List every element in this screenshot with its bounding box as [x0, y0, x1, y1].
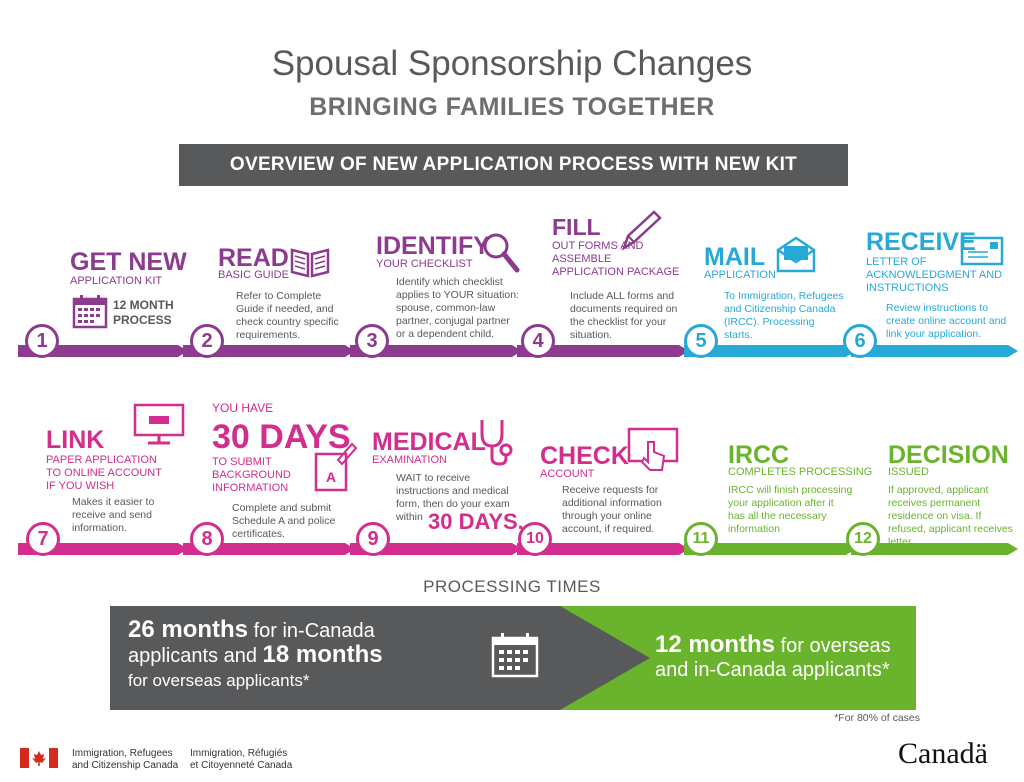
touchscreen-icon — [627, 427, 679, 471]
stethoscope-icon — [480, 420, 513, 466]
step-8-number: 8 — [190, 522, 224, 556]
step-8-pre: YOU HAVE — [212, 401, 274, 415]
document-icon: A — [314, 442, 358, 492]
step-4-desc: Include ALL forms and documents required… — [570, 290, 678, 341]
timeline-arrow-row-2 — [18, 543, 1018, 555]
step-6-title: RECEIVE — [866, 228, 976, 256]
envelope-icon — [776, 236, 816, 273]
step-12-title: DECISION — [888, 441, 1009, 469]
department-name-en: Immigration, Refugees and Citizenship Ca… — [72, 748, 178, 772]
step-2-desc: Refer to Complete Guide if needed, and c… — [236, 290, 339, 341]
svg-text:A: A — [326, 469, 336, 485]
step-9-desc-emphasis: 30 DAYS. — [428, 509, 524, 534]
footnote: *For 80% of cases — [834, 712, 920, 724]
department-en-line-2: and Citizenship Canada — [72, 760, 179, 771]
page-title: Spousal Sponsorship Changes — [271, 44, 753, 83]
step-3-desc: Identify which checklist applies to YOUR… — [396, 276, 519, 340]
step-1-number: 1 — [25, 324, 59, 358]
step-8-subtitle: TO SUBMIT BACKGROUND INFORMATION — [212, 456, 291, 494]
step-10-desc: Receive requests for additional informat… — [562, 484, 662, 535]
step-2-title: READ — [218, 244, 289, 272]
step-11-title: IRCC — [728, 441, 790, 469]
step-2-subtitle: BASIC GUIDE — [218, 269, 289, 281]
step-10-number: 10 — [518, 522, 552, 556]
step-5-number: 5 — [684, 324, 718, 358]
processing-right-big: 12 months — [655, 631, 776, 658]
processing-left-big-2: 18 months — [262, 641, 383, 668]
department-name-fr: Immigration, Réfugiés et Citoyenneté Can… — [190, 748, 292, 772]
step-5-desc: To Immigration, Refugees and Citizenship… — [724, 290, 844, 341]
timeline-arrow-row-1 — [18, 345, 1018, 357]
step-7-title: LINK — [46, 426, 105, 454]
step-3-title: IDENTIFY — [376, 232, 490, 260]
step-7-number: 7 — [26, 522, 60, 556]
step-1-desc: 12 MONTH PROCESS — [113, 298, 174, 327]
step-5-subtitle: APPLICATION — [704, 269, 776, 281]
section-banner: OVERVIEW OF NEW APPLICATION PROCESS WITH… — [179, 144, 848, 186]
magnifier-icon — [483, 233, 520, 273]
step-12-subtitle: ISSUED — [888, 466, 929, 478]
department-fr-line-2: et Citoyenneté Canada — [190, 760, 293, 771]
step-10-subtitle: ACCOUNT — [540, 468, 595, 480]
step-9-number: 9 — [356, 522, 390, 556]
step-11-desc: IRCC will finish processing your applica… — [728, 484, 853, 535]
calendar-icon — [72, 295, 108, 329]
step-5-title: MAIL — [704, 243, 766, 271]
processing-right-text: 12 months for overseas and in-Canada app… — [655, 633, 905, 682]
step-6-desc: Review instructions to create online acc… — [886, 302, 1007, 340]
step-4-subtitle: OUT FORMS AND ASSEMBLE APPLICATION PACKA… — [552, 240, 680, 278]
step-3-subtitle: YOUR CHECKLIST — [376, 258, 473, 270]
step-8-desc: Complete and submit Schedule A and polic… — [232, 502, 336, 540]
processing-times-title: PROCESSING TIMES — [423, 577, 601, 596]
page-subtitle: BRINGING FAMILIES TOGETHER — [309, 93, 715, 121]
step-2-number: 2 — [190, 324, 224, 358]
processing-left-big-1: 26 months — [128, 616, 249, 643]
processing-left-text: 26 months for in-Canada applicants and 1… — [128, 618, 458, 693]
step-6-subtitle: LETTER OF ACKNOWLEDGMENT AND INSTRUCTION… — [866, 256, 1003, 294]
processing-right-mid: for overseas and in-Canada applicants* — [655, 635, 891, 681]
step-8-title: 30 DAYS — [212, 418, 351, 456]
letter-icon — [960, 236, 1004, 266]
step-3-number: 3 — [355, 324, 389, 358]
step-9-title: MEDICAL — [372, 428, 486, 456]
step-9-desc: WAIT to receive instructions and medical… — [396, 472, 510, 523]
step-4-title: FILL — [552, 214, 601, 240]
step-1-subtitle: APPLICATION KIT — [70, 275, 163, 287]
step-10-title: CHECK — [540, 442, 629, 470]
step-1-title: GET NEW — [70, 248, 187, 276]
step-12-desc: If approved, applicant receives permanen… — [888, 484, 1013, 548]
step-7-desc: Makes it easier to receive and send info… — [72, 496, 155, 534]
calendar-icon — [491, 633, 539, 678]
department-en-line-1: Immigration, Refugees — [72, 748, 173, 759]
processing-left-end: for overseas applicants* — [128, 671, 310, 690]
step-4-number: 4 — [521, 324, 555, 358]
step-11-subtitle: COMPLETES PROCESSING — [728, 466, 873, 478]
book-icon — [290, 248, 330, 278]
pencil-icon — [621, 210, 662, 251]
processing-left-mid: for in-Canada applicants and — [128, 620, 375, 667]
step-12-number: 12 — [846, 522, 880, 556]
step-7-subtitle: PAPER APPLICATION TO ONLINE ACCOUNT IF Y… — [46, 454, 162, 492]
canada-wordmark: Canadä — [898, 737, 988, 770]
step-9-subtitle: EXAMINATION — [372, 454, 447, 466]
department-fr-line-1: Immigration, Réfugiés — [190, 748, 288, 759]
processing-times-bar — [110, 606, 916, 710]
canada-flag-icon — [20, 748, 58, 768]
step-6-number: 6 — [843, 324, 877, 358]
monitor-icon — [133, 403, 185, 445]
step-11-number: 11 — [684, 522, 718, 556]
